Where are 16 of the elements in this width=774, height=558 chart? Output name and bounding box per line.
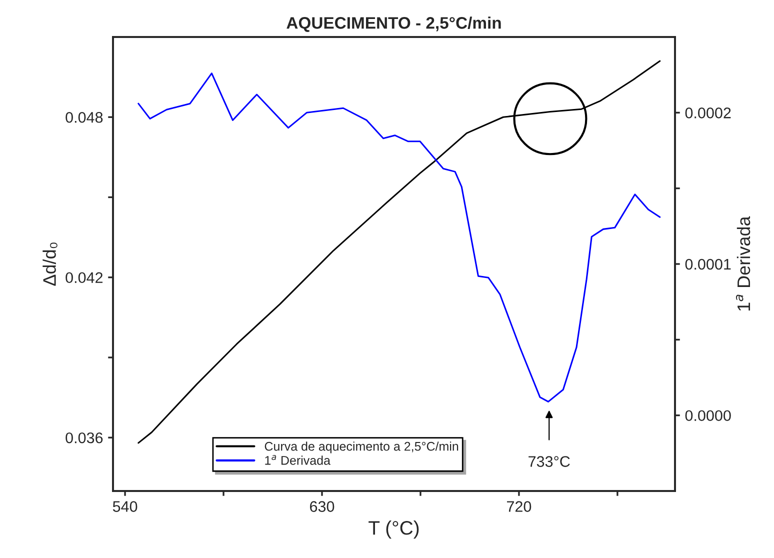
x-axis-title: T (°C) <box>368 520 419 539</box>
y-tick-label: 0.036 <box>66 432 103 444</box>
x-tick-label: 720 <box>507 501 532 512</box>
legend-label: Curva de aquecimento a 2,5°C/min <box>264 442 458 454</box>
y-tick-label: 0.048 <box>66 112 103 123</box>
y2-tick-label: 0.0002 <box>685 108 731 118</box>
y2-axis-title: 1$^{a}$ Derivada <box>736 216 750 311</box>
chart-title: AQUECIMENTO - 2,5°C/min <box>286 16 501 32</box>
y-tick-label: 0.042 <box>66 272 103 284</box>
y2-tick-label: 0.0000 <box>685 410 731 422</box>
x-tick-label: 540 <box>112 501 138 512</box>
y-axis-title: Δd/d₀ <box>42 242 58 286</box>
y2-tick-label: 0.0001 <box>685 258 731 270</box>
legend-label: 1$^{a}$ Derivada <box>265 455 330 465</box>
annotation: 733°C <box>528 456 570 467</box>
x-tick-label: 630 <box>310 501 334 512</box>
